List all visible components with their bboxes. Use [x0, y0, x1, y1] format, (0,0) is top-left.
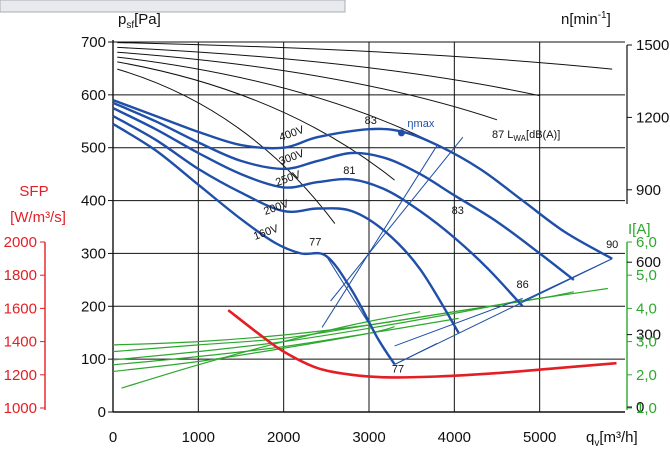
rpm-curve [117, 51, 498, 121]
current-tick-label: 2,0 [636, 367, 657, 384]
current-axis-label: I[A] [628, 221, 651, 238]
pressure-curve [112, 114, 460, 334]
current-tick-label: 6,0 [636, 234, 657, 251]
annotations: ηmax 83 81 77 83 86 77 90 [309, 115, 618, 375]
sfp-axis-label: SFP [19, 183, 48, 200]
sound-boundary-line [522, 258, 613, 302]
rpm-curve [117, 46, 540, 97]
eta-max-point [397, 129, 405, 137]
rpm-tick-label: 1500 [636, 37, 669, 54]
current-curve [112, 299, 523, 361]
eta-max-label: ηmax [407, 118, 434, 130]
voltage-label: 400V [278, 124, 307, 144]
rpm-tick-label: 300 [636, 327, 661, 344]
current-curve [112, 326, 395, 373]
x-tick-label: 3000 [352, 429, 385, 446]
rpm-tick-label: 1200 [636, 109, 669, 126]
x-tick-label: 1000 [182, 429, 215, 446]
sfp-tick-label: 1600 [4, 300, 37, 317]
rpm-tick-label: 600 [636, 254, 661, 271]
grid [113, 41, 625, 412]
current-tick-label: 5,0 [636, 267, 657, 284]
rpm-curve [117, 42, 613, 70]
y-tick-label: 0 [98, 404, 106, 421]
sound-level-label: 86 [516, 279, 528, 291]
sfp-line [227, 309, 617, 379]
x-tick-label: 0 [109, 429, 117, 446]
sfp-tick-label: 1000 [4, 400, 37, 417]
rpm-tick-label: 900 [636, 182, 661, 199]
current-tick-label: 1,0 [636, 400, 657, 417]
sfp-tick-label: 2000 [4, 234, 37, 251]
sound-level-label: 83 [452, 205, 464, 217]
sound-boundary-line [394, 342, 438, 365]
y-tick-label: 200 [81, 298, 106, 315]
y-tick-label: 700 [81, 34, 106, 51]
x-tick-label: 2000 [267, 429, 300, 446]
sound-level-label: 81 [343, 165, 355, 177]
sound-level-label: 77 [309, 237, 321, 249]
sound-line [321, 144, 438, 328]
y-tick-label: 600 [81, 87, 106, 104]
header-box [0, 0, 346, 13]
y-axis-label: psf[Pa] [118, 11, 161, 31]
current-curve [112, 317, 459, 366]
y-tick-label: 400 [81, 193, 106, 210]
current-tick-label: 4,0 [636, 300, 657, 317]
pressure-curve [112, 98, 613, 260]
tick-labels: 0 1000 2000 3000 4000 50000100200300400500600… [4, 34, 670, 446]
pressure-curve [112, 122, 396, 366]
rpm-curves [117, 42, 613, 224]
axis-labels: psf[Pa] n[min-1] SFP [W/m³/s] I[A] qv[m³… [10, 10, 650, 449]
sfp-tick-label: 1400 [4, 334, 37, 351]
current-curves [112, 287, 608, 389]
current-curve [112, 291, 574, 353]
sfp-tick-label: 1200 [4, 367, 37, 384]
current-tick-label: 3,0 [636, 334, 657, 351]
x-tick-label: 5000 [523, 429, 556, 446]
rpm-axis-label: n[min-1] [561, 10, 611, 28]
rpm-tick-label: 0 [636, 399, 644, 416]
sound-line [394, 297, 523, 347]
sound-unit-label: 87 LWA[dB(A)] [492, 129, 560, 143]
sound-level-label: 83 [365, 115, 377, 127]
sound-level-label: 90 [606, 239, 618, 251]
axes [44, 40, 628, 413]
pressure-curve [112, 107, 524, 308]
sound-level-label: 77 [392, 363, 404, 375]
sfp-curve [227, 309, 617, 379]
sfp-axis-unit: [W/m³/s] [10, 209, 66, 226]
x-axis-label: qv[m³/h] [586, 429, 638, 449]
rpm-curve [117, 61, 395, 181]
y-tick-label: 500 [81, 140, 106, 157]
pressure-curve [112, 101, 575, 281]
y-tick-label: 100 [81, 351, 106, 368]
y-tick-label: 300 [81, 245, 106, 262]
sound-line [330, 136, 464, 302]
voltage-label: 160V [252, 223, 281, 243]
current-curve [121, 311, 421, 389]
sound-lines [321, 136, 613, 365]
x-tick-label: 4000 [438, 429, 471, 446]
sfp-tick-label: 1800 [4, 267, 37, 284]
rpm-curve [117, 68, 336, 224]
